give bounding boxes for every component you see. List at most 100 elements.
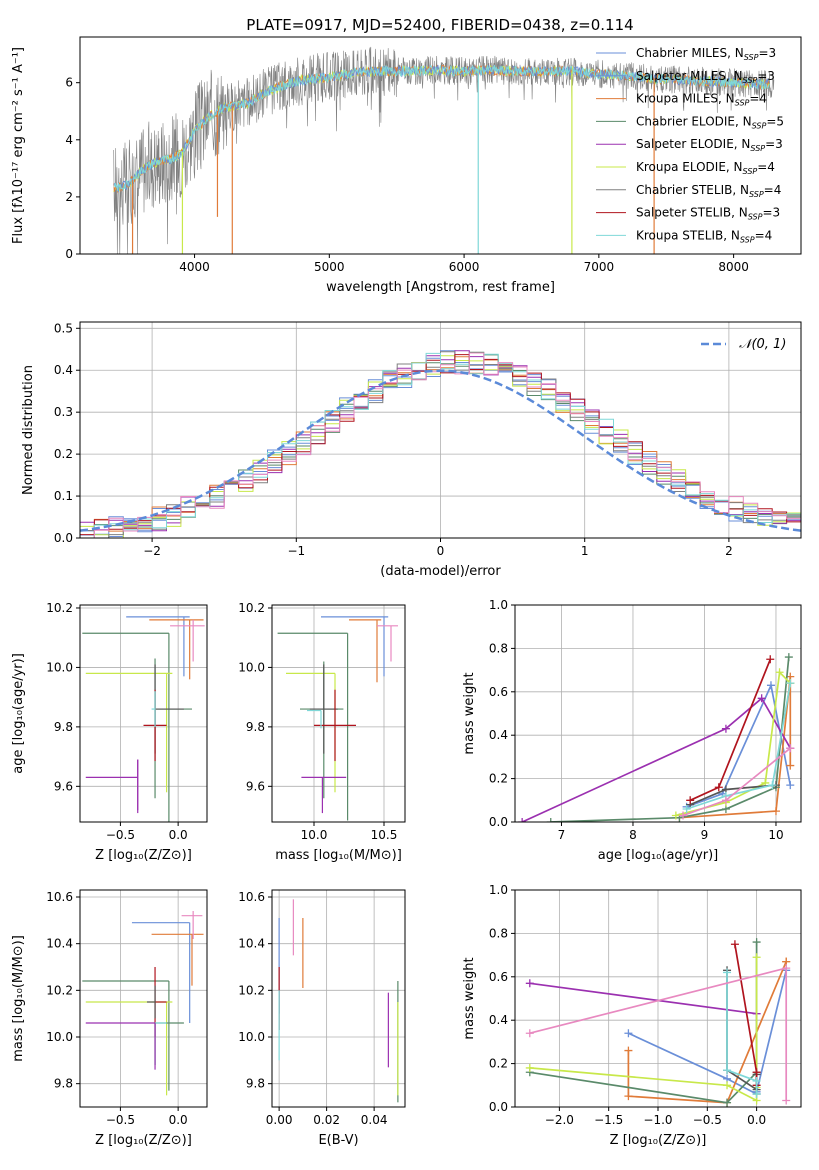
x-axis-label: Z [log₁₀(Z/Z⊙)] <box>95 1133 192 1148</box>
y-axis-label: Normed distribution <box>21 365 36 495</box>
data-point-marker <box>766 655 775 664</box>
legend-entry: Chabrier MILES, NSSP=3 <box>636 46 776 62</box>
y-axis-label: mass [log₁₀(M/M⊙)] <box>11 935 26 1062</box>
data-point-marker <box>721 724 730 733</box>
y-tick-label: 6 <box>65 76 73 90</box>
y-tick-label: 10.2 <box>46 983 73 997</box>
y-tick-label: 0.4 <box>489 728 508 742</box>
mass-vs-Z-panel: −0.5 0.0 9.8 10.0 10.2 10.4 10.6 Z [log₁₀(Z/Z⊙)… <box>11 889 208 1148</box>
data-point-marker <box>768 781 777 790</box>
y-tick-label: 0.5 <box>54 321 73 335</box>
histogram-series <box>80 352 801 538</box>
data-point-marker <box>525 1063 534 1072</box>
axes-frame <box>79 604 208 823</box>
axes-frame <box>79 36 802 255</box>
y-tick-label: 0.0 <box>54 531 73 545</box>
y-tick-label: 10.0 <box>238 1030 265 1044</box>
y-tick-label: 9.6 <box>246 779 265 793</box>
data-point-marker <box>525 1029 534 1038</box>
data-point-marker <box>671 811 680 820</box>
data-point-marker <box>624 1046 633 1055</box>
residuals-plot-area <box>80 350 801 538</box>
mass-weight-series <box>521 696 792 822</box>
y-tick-label: 10.6 <box>46 890 73 904</box>
y-tick-label: 10.2 <box>238 983 265 997</box>
y-axis-label: mass weight <box>462 957 477 1039</box>
mass-weight-series <box>726 972 758 1094</box>
y-tick-label: 10.0 <box>46 1030 73 1044</box>
data-point-marker <box>786 781 795 790</box>
data-point-marker <box>752 1076 761 1085</box>
mass-weight-series <box>529 982 757 1015</box>
y-tick-label: 0.3 <box>54 405 73 419</box>
x-tick-label: 8000 <box>718 260 749 274</box>
x-tick-label: −0.5 <box>106 1113 135 1127</box>
x-tick-label: −1.5 <box>594 1113 623 1127</box>
legend-entry: Kroupa STELIB, NSSP=4 <box>636 228 772 244</box>
y-tick-label: 0.6 <box>489 970 508 984</box>
x-tick-label: 0.0 <box>169 828 188 842</box>
legend-entry: Salpeter MILES, NSSP=3 <box>636 69 775 85</box>
legend-entry: Kroupa ELODIE, NSSP=4 <box>636 160 775 176</box>
y-tick-label: 1.0 <box>489 598 508 612</box>
y-tick-label: 0.2 <box>54 447 73 461</box>
y-tick-label: 2 <box>65 190 73 204</box>
y-tick-label: 9.6 <box>54 779 73 793</box>
data-point-marker <box>525 979 534 988</box>
y-tick-label: 0.8 <box>489 641 508 655</box>
x-tick-label: 0.02 <box>313 1113 340 1127</box>
y-tick-label: 9.8 <box>246 1077 265 1091</box>
x-tick-label: 4000 <box>179 260 210 274</box>
y-axis-label: mass weight <box>462 672 477 754</box>
figure-title: PLATE=0917, MJD=52400, FIBERID=0438, z=0… <box>246 16 633 34</box>
x-tick-label: −1 <box>287 544 305 558</box>
plot-area <box>277 616 398 821</box>
x-tick-label: 0.0 <box>169 1113 188 1127</box>
y-tick-label: 10.0 <box>46 660 73 674</box>
x-tick-label: 7 <box>558 828 566 842</box>
data-point-marker <box>786 761 795 770</box>
axes-frame <box>79 889 208 1108</box>
data-point-marker <box>682 804 691 813</box>
data-point-marker <box>752 938 761 947</box>
plot-area <box>278 899 399 1103</box>
legend-entry: 𝒩(0, 1) <box>739 337 786 352</box>
axes-frame <box>514 604 802 823</box>
legend-entry: Chabrier ELODIE, NSSP=5 <box>636 114 784 130</box>
x-axis-label: mass [log₁₀(M/M⊙)] <box>275 848 402 863</box>
y-axis-label: Flux [fλ10⁻¹⁷ erg cm⁻² s⁻¹ A⁻¹] <box>11 47 26 244</box>
y-tick-label: 4 <box>65 133 73 147</box>
data-point-marker <box>518 818 527 822</box>
x-tick-label: 0 <box>437 544 445 558</box>
y-tick-label: 0.2 <box>489 772 508 786</box>
data-point-marker <box>782 964 791 973</box>
x-tick-label: 10.5 <box>371 828 398 842</box>
data-point-marker <box>757 694 766 703</box>
gaussian-reference-line <box>80 369 801 532</box>
x-axis-label: wavelength [Angstrom, rest frame] <box>326 280 555 295</box>
y-tick-label: 0 <box>65 247 73 261</box>
data-point-marker <box>771 807 780 816</box>
y-tick-label: 0.1 <box>54 489 73 503</box>
y-axis-label: age [log₁₀(age/yr)] <box>11 653 26 774</box>
y-tick-label: 0.0 <box>489 815 508 829</box>
plot-area <box>518 653 795 822</box>
legend-entry: Salpeter STELIB, NSSP=3 <box>636 206 780 222</box>
axes-frame <box>271 889 406 1108</box>
mass-vs-ebv-panel: 0.00 0.02 0.04 9.8 10.0 10.2 10.4 10.6 E(B-V) <box>238 889 406 1148</box>
y-tick-label: 0.4 <box>54 363 73 377</box>
x-axis-label: (data-model)/error <box>380 564 501 579</box>
mass-weight-series <box>686 682 792 810</box>
data-point-marker <box>723 1098 732 1107</box>
x-tick-label: 8 <box>629 828 637 842</box>
y-tick-label: 0.6 <box>489 685 508 699</box>
massweight-vs-age-panel: 7 8 9 10 0.0 0.2 0.4 0.6 0.8 1.0 age [log₁₀(age/yr… <box>462 598 802 863</box>
plot-area <box>525 938 791 1107</box>
y-tick-label: 1.0 <box>489 883 508 897</box>
data-point-marker <box>752 1068 761 1077</box>
data-point-marker <box>730 940 739 949</box>
data-point-marker <box>775 668 784 677</box>
data-point-marker <box>723 1066 732 1075</box>
x-tick-label: 2 <box>725 544 733 558</box>
